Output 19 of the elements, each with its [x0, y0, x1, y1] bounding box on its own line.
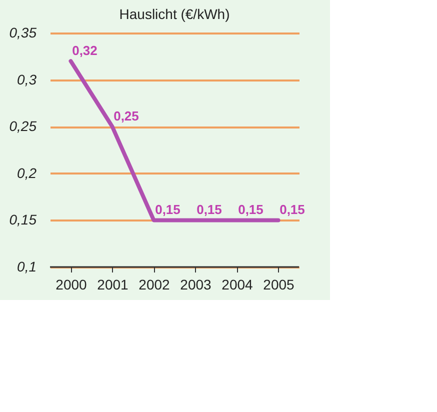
data-label: 0,15: [155, 202, 180, 218]
x-tick-label: 2005: [263, 276, 295, 292]
data-label: 0,25: [114, 108, 139, 124]
data-label: 0,15: [238, 202, 264, 218]
y-tick-label: 0,2: [17, 164, 37, 181]
data-label: 0,15: [196, 202, 222, 218]
chart-title: Hauslicht (€/kWh): [119, 6, 230, 22]
y-tick-label: 0,15: [9, 212, 37, 228]
x-tick-label: 2001: [97, 276, 129, 292]
x-tick-label: 2000: [56, 276, 88, 292]
data-label: 0,32: [72, 43, 98, 58]
y-tick-label: 0,3: [17, 71, 37, 88]
y-tick-label: 0,35: [9, 24, 37, 40]
y-tick-label: 0,25: [9, 118, 37, 134]
data-label: 0,15: [280, 202, 305, 218]
x-tick-label: 2003: [180, 276, 212, 292]
x-tick-label: 2002: [138, 276, 170, 292]
y-tick-label: 0,1: [17, 258, 36, 274]
x-tick-label: 2004: [222, 276, 254, 292]
